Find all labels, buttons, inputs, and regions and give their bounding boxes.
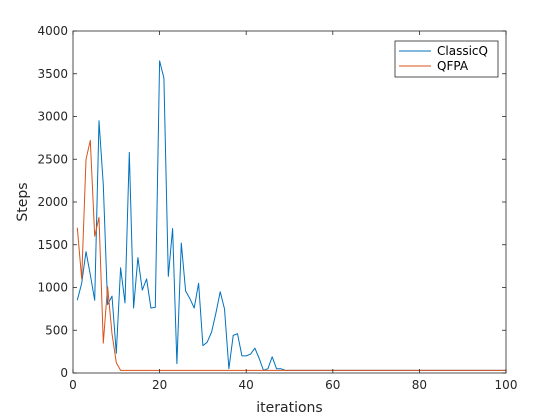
y-tick-label: 1000	[37, 281, 68, 295]
x-tick-label: 60	[325, 378, 340, 392]
x-tick-label: 0	[69, 378, 77, 392]
legend-label-classicq: ClassicQ	[437, 44, 488, 58]
x-tick-label: 20	[152, 378, 167, 392]
y-tick-label: 1500	[37, 238, 68, 252]
axes: 0 20 40 60 80 1000500100015002000250030003500…	[37, 24, 517, 392]
y-tick-label: 4000	[37, 24, 68, 38]
y-tick-label: 2500	[37, 152, 68, 166]
y-tick-label: 3000	[37, 110, 68, 124]
y-tick-label: 3500	[37, 67, 68, 81]
plot-background	[73, 31, 506, 373]
y-tick-label: 0	[60, 366, 68, 380]
x-tick-label: 100	[495, 378, 518, 392]
x-tick-label: 40	[239, 378, 254, 392]
x-tick-label: 80	[412, 378, 427, 392]
x-axis-label: iterations	[256, 400, 322, 416]
y-axis-label: Steps	[15, 182, 31, 221]
y-tick-label: 2000	[37, 195, 68, 209]
series-line-qfpa	[76, 139, 506, 371]
series-layer	[76, 60, 506, 371]
plot-area	[73, 31, 506, 373]
legend-box	[394, 40, 499, 78]
legend-label-qfpa: QFPA	[437, 59, 469, 73]
y-tick-label: 500	[45, 323, 68, 337]
